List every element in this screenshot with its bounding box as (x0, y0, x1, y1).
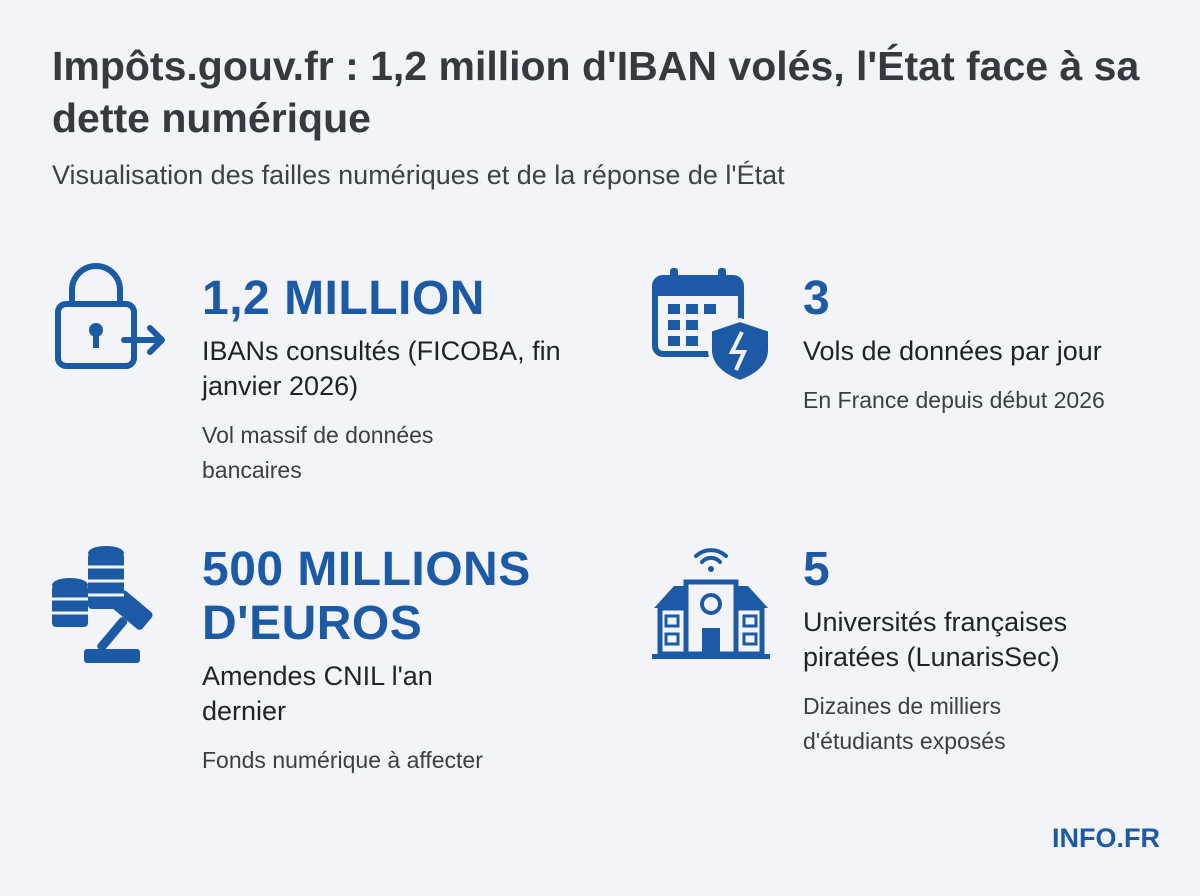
stat-note: Vol massif de données bancaires (202, 422, 434, 483)
stat-value: 5 (803, 543, 831, 596)
lock-icon (55, 263, 165, 369)
stat-value: 500 MILLIONS D'EUROS (202, 543, 531, 650)
university-icon (652, 548, 770, 659)
money-gavel-icon (52, 546, 153, 663)
stat-card: 1,2 MILLION IBANs consultés (FICOBA, fin… (202, 272, 602, 488)
stat-label: Amendes CNIL l'an dernier (202, 661, 433, 726)
subtitle: Visualisation des failles numériques et … (52, 160, 785, 190)
stat-note: Dizaines de milliers d'étudiants exposés (803, 693, 1006, 754)
stat-note: En France depuis début 2026 (803, 387, 1105, 413)
stat-note: Fonds numérique à affecter (202, 747, 483, 773)
title: Impôts.gouv.fr : 1,2 million d'IBAN volé… (52, 43, 1140, 141)
stat-card: 5 Universités françaises piratées (Lunar… (803, 543, 1183, 759)
stat-value: 1,2 MILLION (202, 272, 485, 325)
stat-label: Vols de données par jour (803, 336, 1102, 366)
stat-value: 3 (803, 272, 831, 325)
brand: INFO.FR (1052, 823, 1160, 853)
stat-label: IBANs consultés (FICOBA, fin janvier 202… (202, 336, 561, 401)
stat-card: 500 MILLIONS D'EUROS Amendes CNIL l'an d… (202, 543, 602, 778)
stat-card: 3 Vols de données par jour En France dep… (803, 272, 1183, 418)
stat-label: Universités françaises piratées (Lunaris… (803, 607, 1068, 672)
calendar-icon (652, 268, 772, 384)
